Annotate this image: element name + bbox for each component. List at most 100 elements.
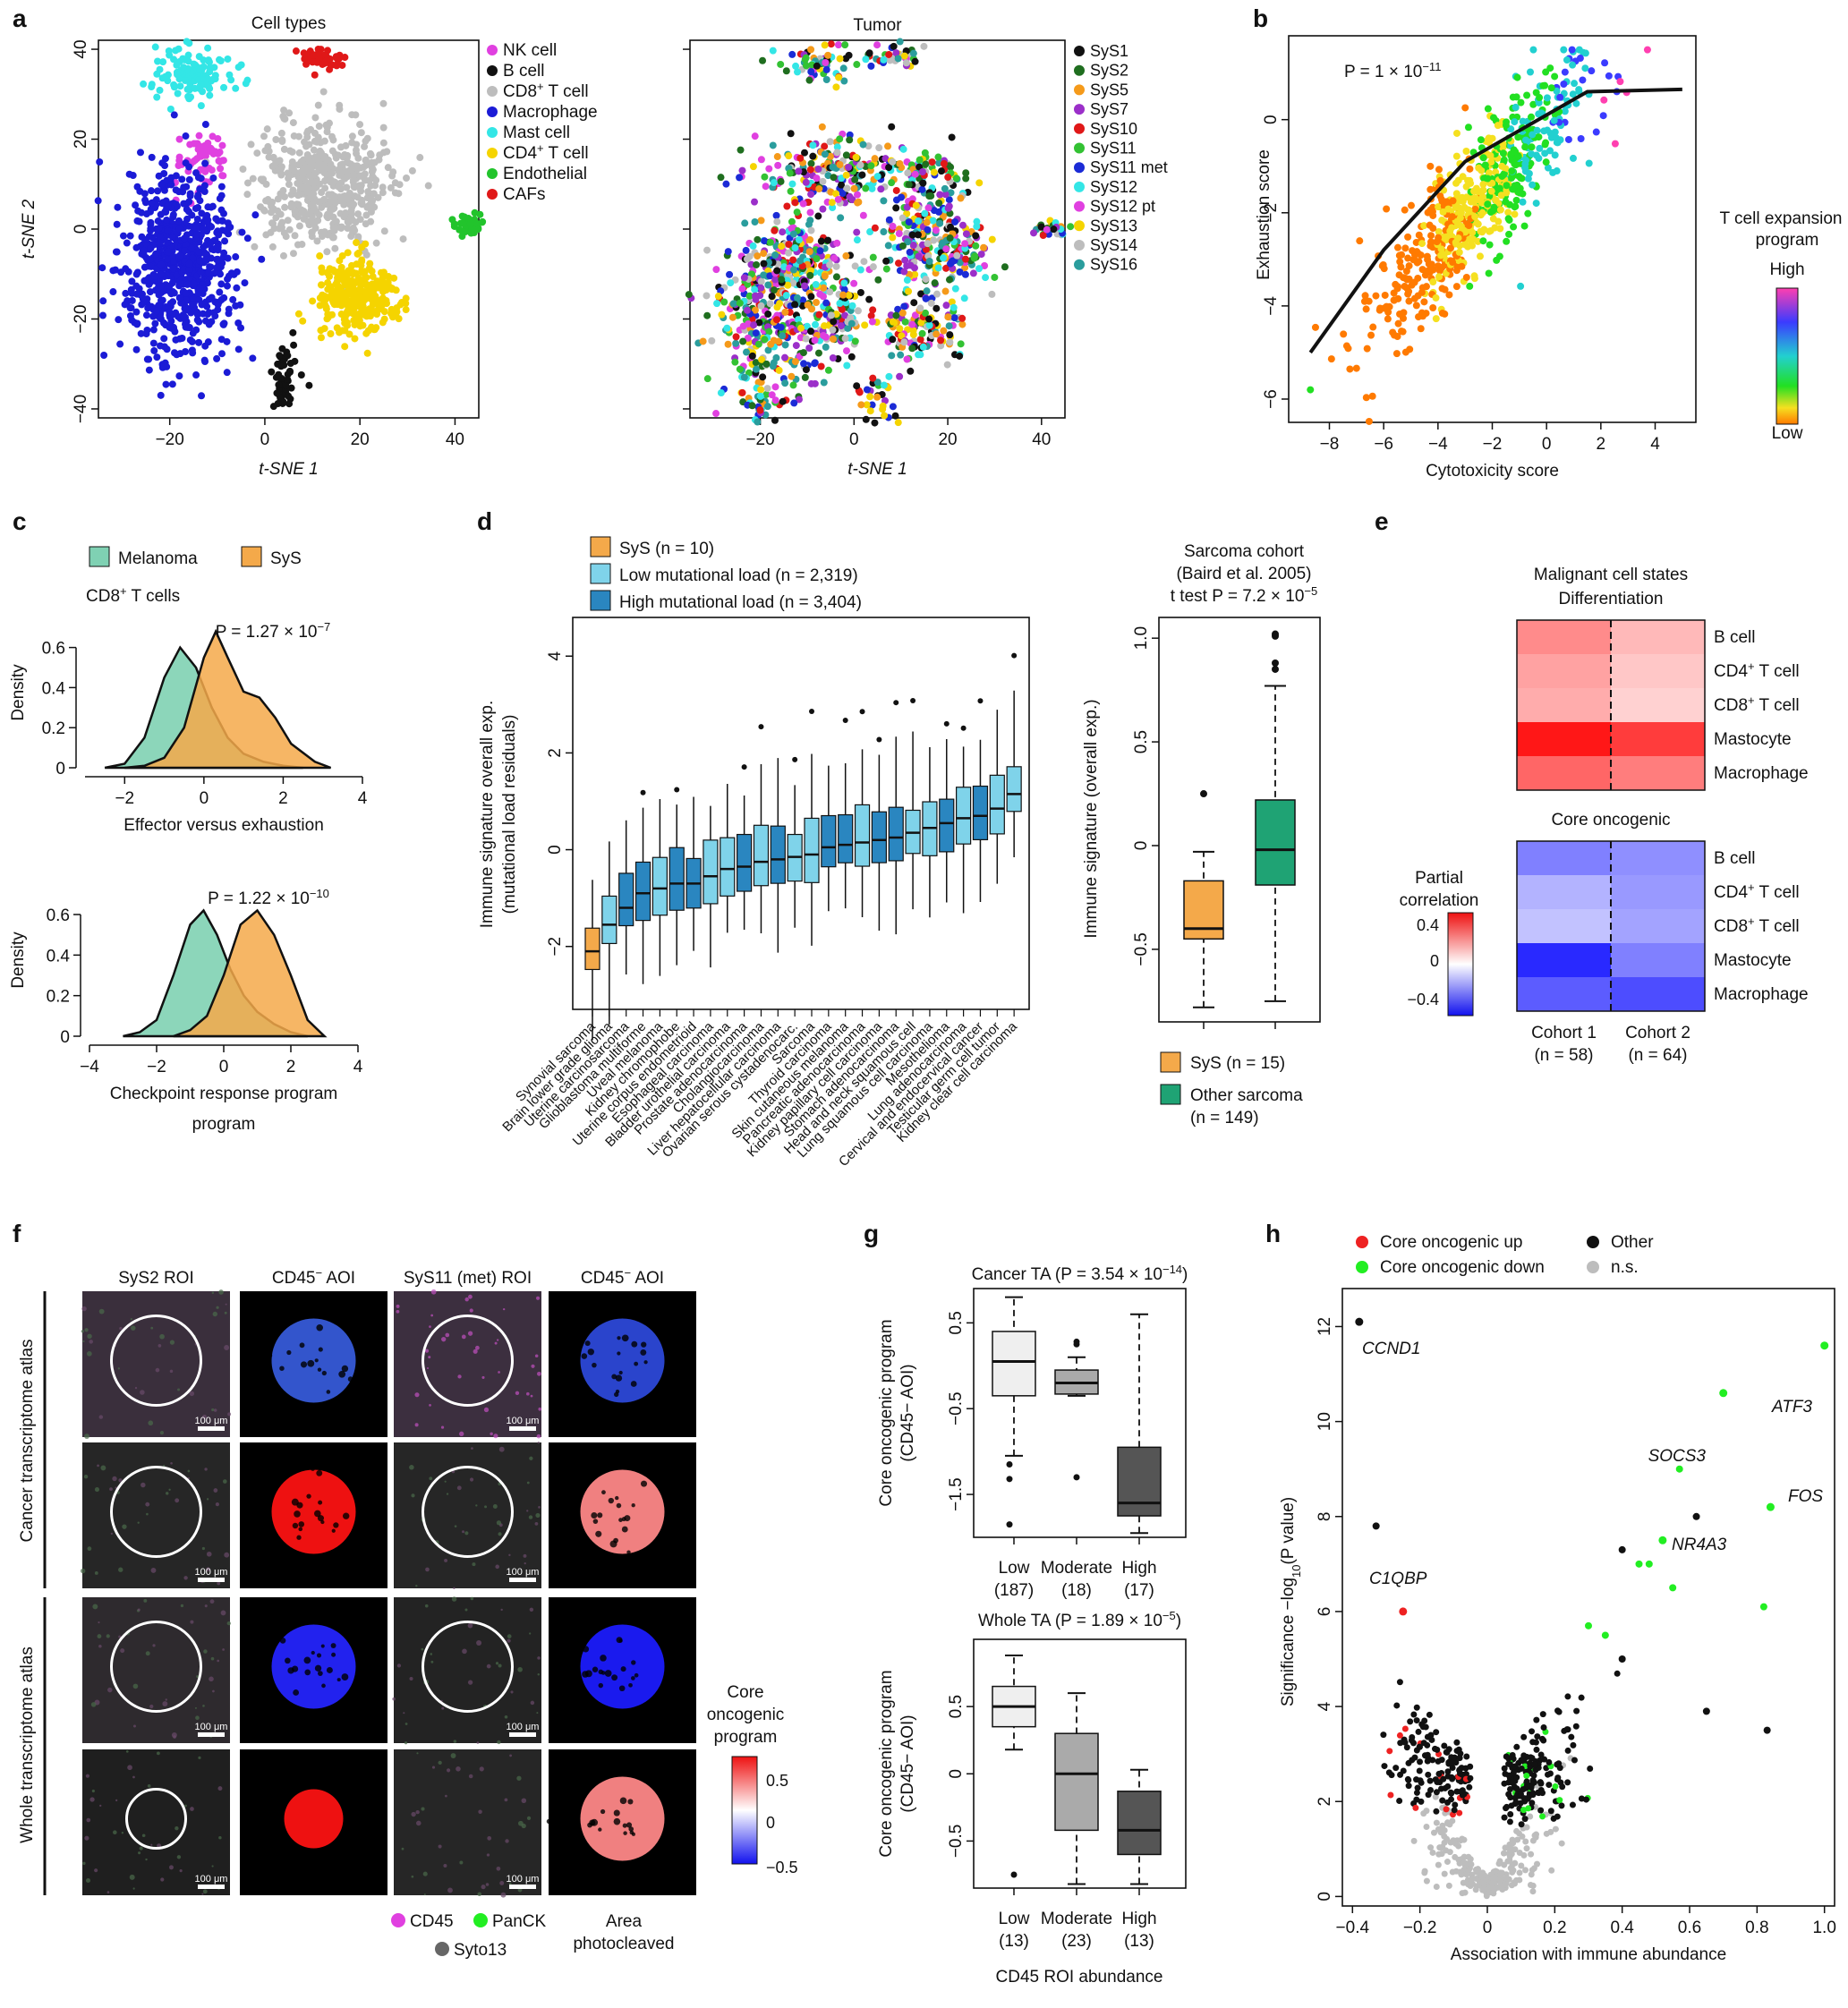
mask-hole [316,1469,323,1476]
tissue-speckle [510,1690,514,1694]
data-point [218,350,226,358]
data-point [817,237,825,245]
tissue-speckle [481,1885,486,1890]
data-point [1426,185,1435,193]
scale-label: 100 μm [195,1874,228,1885]
data-point [988,235,996,243]
data-point [323,248,331,256]
chart-title: Cancer TA (P = 3.54 × 10−14) [972,1263,1188,1285]
panel-f-images: SyS2 ROI CD45− AOI SyS11 (met) ROI CD45− AO… [18,1266,798,1961]
data-point [297,370,305,379]
tissue-speckle [90,1702,97,1707]
data-point [717,174,725,182]
tissue-speckle [409,1465,414,1470]
tissue-speckle [226,1621,231,1626]
data-point [1420,298,1428,306]
data-point [201,250,209,258]
data-point [180,265,188,273]
mask-hole [298,1527,303,1532]
y-axis-label: Immune signature overall exp. [478,701,497,929]
x-tick-label: −2 [115,789,134,808]
data-point [795,167,803,175]
mask-hole [306,1493,311,1499]
data-point [857,401,865,409]
data-point [904,169,912,177]
data-point [842,151,850,159]
tissue-speckle [495,1564,499,1570]
data-point [158,260,166,268]
data-point [144,304,152,312]
data-point [853,228,861,236]
tissue-speckle [107,1687,113,1693]
data-point [192,224,200,232]
mask-hole [317,1515,324,1522]
y-axis-label: Density [9,664,28,721]
data-point [771,383,779,391]
data-point [736,365,744,373]
data-point [267,208,275,217]
data-point [205,268,213,277]
data-point [285,174,293,183]
data-point [189,329,197,337]
tissue-speckle [475,1345,480,1350]
data-point [1526,68,1534,76]
data-point [111,266,119,274]
data-point [321,165,329,173]
data-point [328,147,336,155]
data-point [216,194,224,202]
data-point [1521,143,1529,151]
legend-label: CD45 [410,1912,454,1931]
data-point [472,219,480,227]
data-point [1001,263,1009,271]
data-point [152,250,160,258]
data-point [969,269,977,277]
tissue-speckle [171,1732,177,1738]
data-point [274,195,282,203]
data-point [739,322,747,330]
tissue-speckle [537,1371,541,1376]
data-point [806,208,814,217]
data-point [1429,278,1437,286]
data-point [277,171,285,179]
data-point [1532,89,1540,97]
mask-hole [341,1673,349,1680]
tissue-speckle [115,1799,118,1802]
legend-label: PanCK [492,1912,547,1931]
data-point [940,159,948,167]
data-point [1512,103,1520,111]
data-point [836,161,844,169]
tissue-speckle [518,1820,524,1826]
data-point [847,353,856,361]
aoi-mask [580,1469,665,1554]
data-point [302,60,311,68]
data-point [1490,114,1498,122]
data-point [777,323,785,331]
tissue-speckle [498,1663,502,1668]
data-point [156,86,164,94]
data-point [249,174,257,183]
data-point [402,294,410,302]
x-tick-label: −6 [1374,435,1393,454]
data-point [743,255,751,263]
data-point [760,260,768,268]
data-point [306,171,314,179]
data-point [347,207,355,215]
data-point [830,254,839,262]
data-point [148,200,156,208]
data-point [903,277,911,285]
data-point [1563,56,1571,64]
data-point [867,62,875,70]
data-point [329,178,337,186]
y-tick-label: 0.4 [42,679,66,698]
data-point [321,177,329,185]
tissue-speckle [396,1304,400,1308]
data-point [685,291,693,299]
data-point [1340,330,1348,338]
data-point [1588,67,1596,75]
tissue-speckle [158,1344,162,1348]
data-point [285,225,294,234]
data-point [218,226,226,234]
data-point [717,389,725,397]
data-point [170,111,178,119]
data-point [341,327,349,335]
